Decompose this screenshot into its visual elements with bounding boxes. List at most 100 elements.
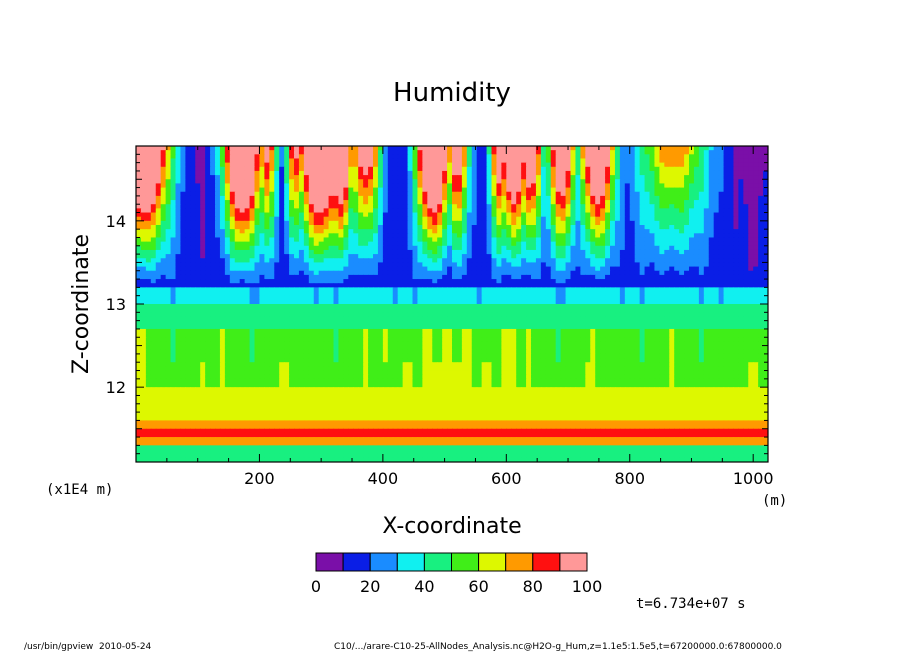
field-cell <box>269 237 275 243</box>
field-cell <box>343 287 349 293</box>
field-cell <box>629 183 636 189</box>
field-cell <box>649 195 656 201</box>
field-cell <box>422 170 428 176</box>
field-cell <box>150 212 157 218</box>
field-cell <box>313 216 320 222</box>
field-cell <box>417 287 423 293</box>
field-cell <box>343 266 349 272</box>
field-cell <box>432 287 438 293</box>
field-cell <box>560 170 567 176</box>
field-cell <box>659 258 665 264</box>
field-cell <box>535 270 542 276</box>
field-cell <box>501 195 507 201</box>
field-cell <box>185 241 191 247</box>
field-cell <box>308 158 315 164</box>
field-cell <box>758 233 764 239</box>
field-cell <box>476 158 483 164</box>
field-cell <box>180 162 186 168</box>
field-cell <box>432 266 438 272</box>
field-cell <box>511 179 517 185</box>
field-cell <box>728 187 735 193</box>
field-cell <box>412 204 419 209</box>
field-cell <box>303 187 310 193</box>
field-cell <box>244 266 251 272</box>
field-cell <box>338 195 344 201</box>
field-cell <box>397 166 404 172</box>
field-cell <box>224 191 231 197</box>
field-cell <box>318 195 325 201</box>
field-cell <box>308 146 315 151</box>
field-cell <box>471 274 478 280</box>
field-cell <box>654 162 660 168</box>
field-cell <box>471 283 478 288</box>
field-cell <box>531 216 537 222</box>
field-cell <box>180 166 186 172</box>
field-cell <box>570 179 577 185</box>
field-cell <box>210 229 216 234</box>
field-cell <box>323 262 330 268</box>
field-cell <box>427 262 433 268</box>
field-cell <box>358 229 364 234</box>
field-cell <box>437 204 443 209</box>
field-cell <box>259 154 265 160</box>
field-cell <box>140 183 147 189</box>
field-cell <box>353 158 359 164</box>
field-cell <box>624 237 631 243</box>
field-cell <box>693 195 700 201</box>
field-cell <box>348 175 354 180</box>
field-cell <box>353 258 359 264</box>
field-cell <box>269 241 275 247</box>
field-cell <box>190 225 196 230</box>
field-cell <box>200 150 206 155</box>
field-cell <box>600 179 606 185</box>
field-cell <box>190 229 196 234</box>
field-cell <box>254 191 261 197</box>
field-cell <box>274 183 280 189</box>
field-cell <box>185 245 191 251</box>
field-cell <box>570 166 577 172</box>
field-cell <box>743 245 749 251</box>
field-cell <box>392 170 399 176</box>
field-cell <box>610 183 616 189</box>
field-cell <box>328 170 335 176</box>
field-cell <box>669 270 675 276</box>
field-cell <box>259 208 265 214</box>
field-cell <box>205 245 211 251</box>
field-cell <box>363 249 369 255</box>
field-cell <box>185 283 191 288</box>
field-cell <box>595 179 601 185</box>
field-cell <box>733 154 739 160</box>
field-cell <box>738 291 744 297</box>
field-cell <box>353 274 359 280</box>
field-cell <box>392 212 399 218</box>
field-cell <box>298 279 305 284</box>
field-cell <box>452 208 458 214</box>
field-cell <box>476 233 483 239</box>
field-cell <box>229 146 236 151</box>
field-cell <box>363 162 369 168</box>
field-cell <box>664 170 670 176</box>
field-cell <box>624 233 631 239</box>
field-cell <box>748 287 754 293</box>
field-cell <box>461 233 468 239</box>
field-cell <box>229 175 236 180</box>
field-cell <box>150 233 157 239</box>
field-cell <box>728 225 735 230</box>
field-cell <box>733 254 739 259</box>
field-cell <box>659 283 665 288</box>
field-cell <box>698 166 705 172</box>
field-cell <box>718 150 725 155</box>
field-cell <box>170 179 177 185</box>
field-cell <box>486 258 493 264</box>
field-cell <box>481 154 488 160</box>
field-cell <box>728 237 735 243</box>
field-cell <box>323 208 330 214</box>
field-cell <box>526 249 532 255</box>
field-cell <box>323 183 330 189</box>
field-cell <box>190 249 196 255</box>
field-cell <box>140 245 147 251</box>
field-cell <box>669 154 675 160</box>
field-cell <box>254 291 261 297</box>
field-cell <box>471 154 478 160</box>
field-cell <box>659 291 665 297</box>
